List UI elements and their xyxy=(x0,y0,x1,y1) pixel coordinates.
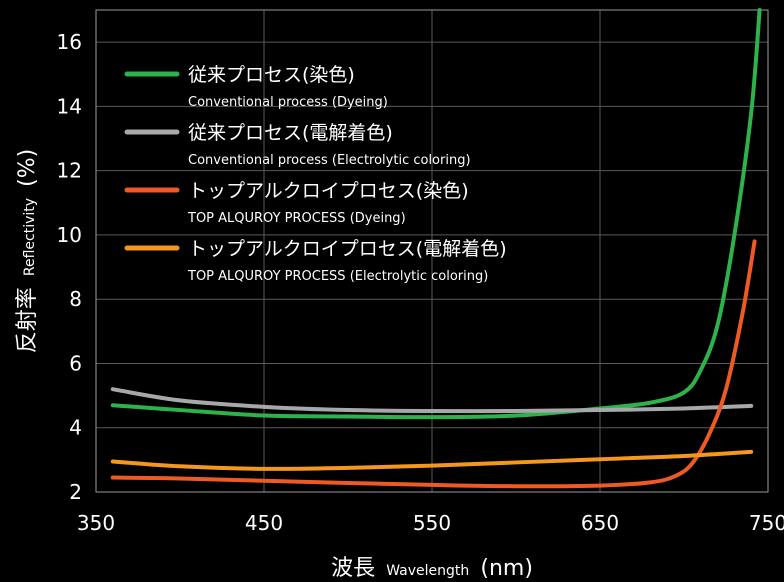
x-tick-label: 350 xyxy=(77,511,115,535)
series-layer xyxy=(110,8,762,489)
legend-item-2: 従来プロセス(電解着色) Conventional process (Electr… xyxy=(124,122,471,168)
legend-label-en: Conventional process (Electrolytic color… xyxy=(188,153,471,168)
y-axis-ticks: 2 4 6 8 10 12 14 16 xyxy=(57,30,82,504)
plot-area xyxy=(95,9,769,493)
legend-item-1: 従来プロセス(染色) Conventional process (Dyeing) xyxy=(124,64,388,110)
x-tick-label: 750 xyxy=(749,511,784,535)
y-tick-label: 16 xyxy=(57,30,82,54)
y-tick-label: 10 xyxy=(57,223,82,247)
legend-label-en: TOP ALQUROY PROCESS (Electrolytic colori… xyxy=(187,269,488,284)
series-line-4 xyxy=(110,449,754,471)
x-tick-label: 450 xyxy=(245,511,283,535)
series-line-3 xyxy=(110,239,757,489)
legend-label: トップアルクロイプロセス(電解着色) xyxy=(188,238,507,260)
y-axis-label: 反射率 Reflectivity (%) xyxy=(15,149,40,353)
x-tick-label: 650 xyxy=(581,511,619,535)
y-tick-label: 2 xyxy=(69,480,82,504)
legend-label-en: TOP ALQUROY PROCESS (Dyeing) xyxy=(187,211,406,226)
y-tick-label: 6 xyxy=(69,351,82,375)
series-line-1 xyxy=(110,8,762,420)
legend-item-4: トップアルクロイプロセス(電解着色) TOP ALQUROY PROCESS (E… xyxy=(124,238,507,284)
legend-label: トップアルクロイプロセス(染色) xyxy=(188,180,469,202)
legend-item-3: トップアルクロイプロセス(染色) TOP ALQUROY PROCESS (Dye… xyxy=(124,180,469,226)
x-axis-label: 波長 Wavelength (nm) xyxy=(331,556,533,581)
series-line-2 xyxy=(110,387,754,414)
legend: 従来プロセス(染色)Conventional process (Dyeing)従… xyxy=(124,64,507,284)
y-tick-label: 14 xyxy=(57,94,82,118)
y-tick-label: 12 xyxy=(57,159,82,183)
x-axis-ticks: 350 450 550 650 750 xyxy=(77,511,784,535)
legend-label-en: Conventional process (Dyeing) xyxy=(188,95,388,110)
legend-label: 従来プロセス(電解着色) xyxy=(188,122,393,144)
x-tick-label: 550 xyxy=(413,511,451,535)
legend-label: 従来プロセス(染色) xyxy=(188,64,355,86)
y-tick-label: 4 xyxy=(69,416,82,440)
y-tick-label: 8 xyxy=(69,287,82,311)
